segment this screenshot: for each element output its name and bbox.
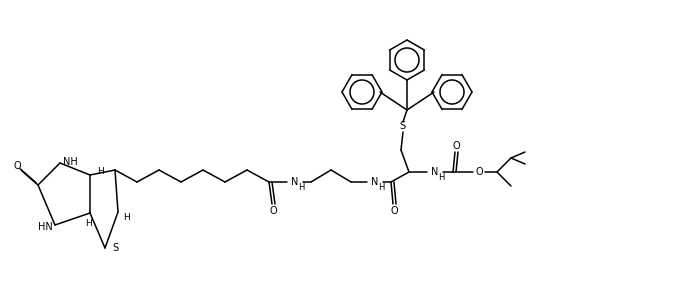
Text: H: H: [298, 183, 304, 192]
Text: HN: HN: [37, 222, 53, 232]
Text: NH: NH: [62, 157, 78, 167]
Text: H: H: [97, 166, 103, 176]
Text: O: O: [452, 141, 459, 151]
Text: S: S: [112, 243, 118, 253]
Text: O: O: [390, 206, 398, 216]
Text: O: O: [269, 206, 277, 216]
Text: N: N: [372, 177, 379, 187]
Text: H: H: [378, 183, 384, 192]
Text: N: N: [431, 167, 439, 177]
Text: O: O: [475, 167, 483, 177]
Text: S: S: [399, 121, 405, 131]
Text: H: H: [122, 213, 129, 221]
Text: H: H: [438, 173, 444, 181]
Text: H: H: [84, 218, 91, 228]
Text: N: N: [291, 177, 299, 187]
Text: O: O: [13, 161, 21, 171]
